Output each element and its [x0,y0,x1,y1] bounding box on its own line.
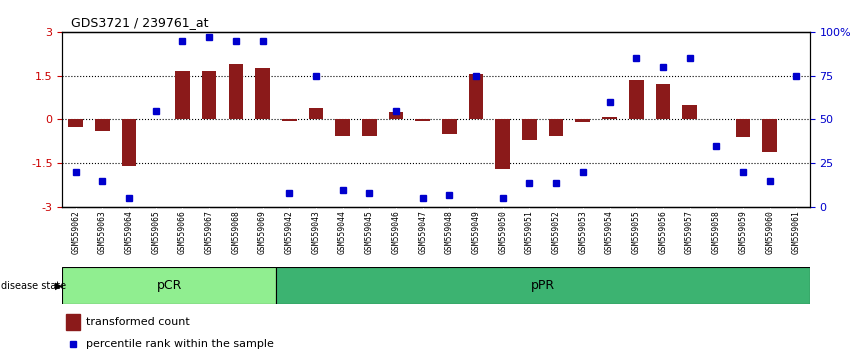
Bar [122,120,137,166]
Bar [202,71,216,120]
Text: pPR: pPR [531,279,555,292]
Bar [389,112,404,120]
Text: GSM559064: GSM559064 [125,210,133,254]
Text: GSM559068: GSM559068 [231,210,241,254]
Text: GSM559056: GSM559056 [658,210,668,254]
Text: GSM559050: GSM559050 [498,210,507,254]
Text: GSM559042: GSM559042 [285,210,294,254]
Text: GSM559044: GSM559044 [338,210,347,254]
Bar [469,74,483,120]
Text: GSM559057: GSM559057 [685,210,694,254]
Bar [175,71,190,120]
Bar [282,120,296,121]
Text: GSM559049: GSM559049 [472,210,481,254]
Bar [442,120,456,134]
Bar [762,120,777,152]
Bar [656,85,670,120]
Bar [148,119,163,120]
Bar [789,119,804,120]
Bar [229,64,243,120]
Text: GSM559061: GSM559061 [792,210,801,254]
Bar [682,105,697,120]
Bar [308,108,323,120]
Text: GSM559060: GSM559060 [766,210,774,254]
Bar [62,267,276,304]
Text: percentile rank within the sample: percentile rank within the sample [87,339,275,349]
Text: GSM559052: GSM559052 [552,210,560,254]
Text: ▶: ▶ [55,281,62,291]
Text: GSM559066: GSM559066 [178,210,187,254]
Text: GSM559059: GSM559059 [739,210,747,254]
Text: GSM559063: GSM559063 [98,210,107,254]
Text: GSM559048: GSM559048 [445,210,454,254]
Text: GSM559051: GSM559051 [525,210,534,254]
Bar [416,120,430,121]
Bar [602,116,617,120]
Text: GSM559047: GSM559047 [418,210,427,254]
Text: transformed count: transformed count [87,317,190,327]
Text: GSM559069: GSM559069 [258,210,267,254]
Bar [276,267,810,304]
Bar [95,120,110,131]
Bar [709,119,724,120]
Bar [66,314,80,330]
Bar [522,120,537,140]
Bar [735,120,750,137]
Bar [68,120,83,127]
Text: disease state: disease state [1,281,66,291]
Bar [576,120,590,122]
Text: GSM559067: GSM559067 [204,210,214,254]
Bar [629,80,643,120]
Bar [335,120,350,136]
Bar [495,120,510,169]
Text: GSM559058: GSM559058 [712,210,721,254]
Text: GSM559046: GSM559046 [391,210,400,254]
Text: GSM559065: GSM559065 [152,210,160,254]
Bar [549,120,564,136]
Text: GSM559054: GSM559054 [605,210,614,254]
Bar [255,68,270,120]
Text: pCR: pCR [157,279,182,292]
Text: GSM559045: GSM559045 [365,210,374,254]
Text: GSM559053: GSM559053 [578,210,587,254]
Text: GSM559043: GSM559043 [312,210,320,254]
Text: GDS3721 / 239761_at: GDS3721 / 239761_at [71,16,209,29]
Text: GSM559062: GSM559062 [71,210,81,254]
Text: GSM559055: GSM559055 [631,210,641,254]
Bar [362,120,377,136]
